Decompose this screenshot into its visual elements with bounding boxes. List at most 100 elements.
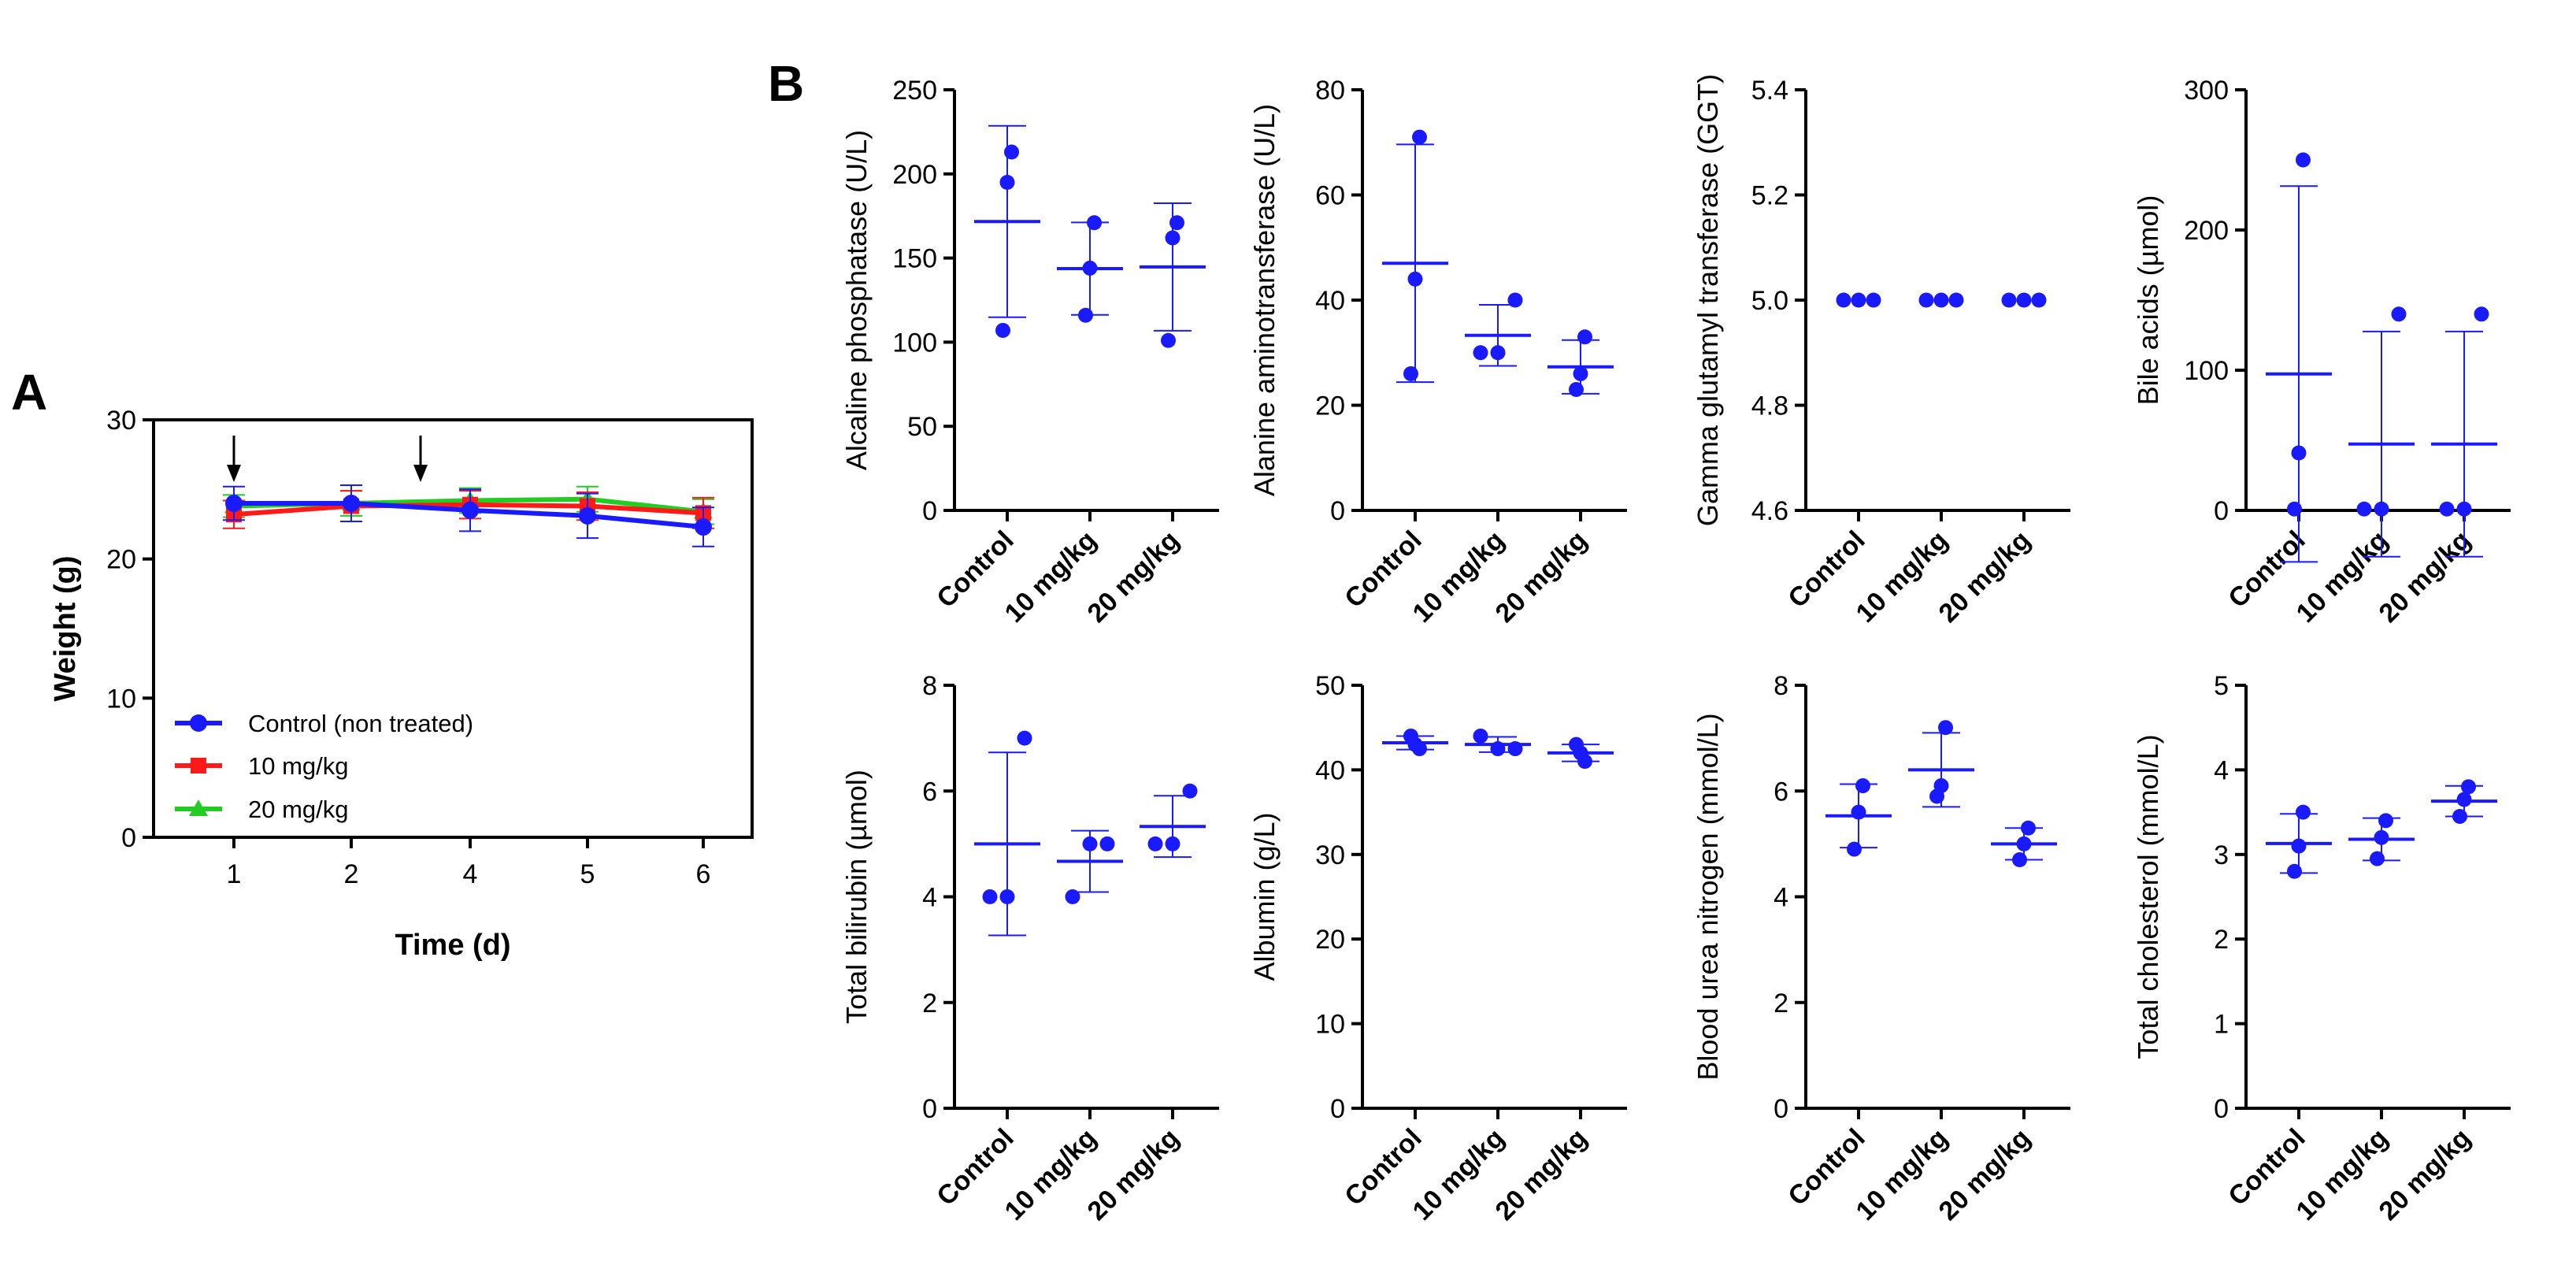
data-point bbox=[1412, 129, 1427, 145]
data-point bbox=[1507, 292, 1523, 308]
data-point bbox=[995, 322, 1010, 338]
category-label: 20 mg/kg bbox=[1933, 525, 2037, 629]
y-tick-label: 8 bbox=[922, 671, 937, 701]
y-tick-label: 0 bbox=[2214, 1094, 2229, 1124]
data-point bbox=[2374, 829, 2389, 845]
chart-alp: 0 50 100 150 200 250 Alcaline phosphatase (U/L… bbox=[840, 76, 1219, 629]
data-point bbox=[2296, 804, 2311, 820]
data-point bbox=[2012, 852, 2027, 868]
data-point bbox=[2356, 501, 2372, 517]
data-point bbox=[1004, 144, 1019, 160]
data-point bbox=[2456, 792, 2472, 807]
data-point bbox=[1573, 365, 1588, 381]
y-axis-label: Gamma glutamyl transferase (GGT) bbox=[1692, 74, 1724, 526]
data-point bbox=[1473, 728, 1488, 744]
category-label: 20 mg/kg bbox=[2374, 1123, 2477, 1226]
y-tick-label: 2 bbox=[1774, 989, 1788, 1018]
weight-plot-frame bbox=[152, 418, 754, 839]
data-point bbox=[2374, 501, 2389, 517]
weight-point bbox=[461, 501, 479, 519]
y-tick-label: 4 bbox=[1774, 883, 1788, 913]
data-point bbox=[1851, 292, 1866, 308]
y-axis-label: Alanine aminotransferase (U/L) bbox=[1248, 104, 1281, 496]
y-tick-label: 4 bbox=[922, 883, 937, 913]
y-tick-label: 6 bbox=[922, 777, 937, 807]
dosing-arrowhead-icon bbox=[413, 465, 428, 482]
legend-marker bbox=[190, 714, 207, 732]
y-tick-label: 2 bbox=[2214, 925, 2229, 955]
data-point bbox=[2021, 820, 2036, 836]
y-tick-label: 80 bbox=[1315, 76, 1345, 106]
legend-marker bbox=[191, 758, 206, 773]
category-label: 20 mg/kg bbox=[1933, 1123, 2037, 1226]
data-point bbox=[1403, 365, 1418, 381]
y-tick-label: 0 bbox=[1330, 1094, 1345, 1124]
data-point bbox=[1065, 889, 1080, 904]
y-axis-label: Bile acids (µmol) bbox=[2132, 195, 2164, 406]
y-tick-label: 3 bbox=[2214, 840, 2229, 870]
y-tick-label: 30 bbox=[1315, 840, 1345, 870]
y-tick-label: 150 bbox=[892, 244, 937, 274]
weight-point bbox=[695, 518, 712, 536]
panel-letter-a: A bbox=[11, 364, 47, 421]
y-axis-label: Total cholesterol (mmol/L) bbox=[2132, 734, 2164, 1059]
weight-point bbox=[343, 495, 360, 512]
data-point bbox=[2461, 779, 2476, 795]
weight-y-tick-label: 0 bbox=[121, 823, 136, 853]
data-point bbox=[2291, 838, 2307, 854]
y-tick-label: 4 bbox=[2214, 755, 2229, 785]
data-point bbox=[1017, 730, 1032, 746]
y-tick-label: 50 bbox=[907, 412, 937, 442]
legend-marker bbox=[189, 799, 208, 816]
y-tick-label: 100 bbox=[892, 328, 937, 358]
y-axis-label: Blood urea nitrogen (mmol/L) bbox=[1692, 713, 1724, 1080]
category-label: 20 mg/kg bbox=[1082, 525, 1185, 629]
y-tick-label: 6 bbox=[1774, 777, 1788, 807]
y-tick-label: 250 bbox=[892, 76, 937, 106]
y-tick-label: 20 bbox=[1315, 391, 1345, 421]
y-tick-label: 1 bbox=[2214, 1010, 2229, 1040]
data-point bbox=[1948, 292, 1964, 308]
data-point bbox=[1473, 345, 1488, 361]
data-point bbox=[2016, 292, 2032, 308]
data-point bbox=[1412, 741, 1427, 757]
data-point bbox=[2001, 292, 2017, 308]
data-point bbox=[2287, 501, 2302, 517]
data-point bbox=[1165, 230, 1181, 246]
category-label: 20 mg/kg bbox=[1490, 1123, 1593, 1226]
weight-x-tick-label: 4 bbox=[463, 859, 478, 889]
data-point bbox=[1577, 754, 1592, 770]
data-point bbox=[1169, 215, 1184, 231]
y-tick-label: 40 bbox=[1315, 755, 1345, 785]
y-tick-label: 0 bbox=[922, 1094, 937, 1124]
data-point bbox=[2370, 851, 2385, 866]
category-label: 20 mg/kg bbox=[1082, 1123, 1185, 1226]
weight-y-tick-label: 10 bbox=[106, 684, 136, 714]
data-point bbox=[1847, 841, 1862, 857]
y-tick-label: 200 bbox=[892, 160, 937, 190]
y-axis-label: Albumin (g/L) bbox=[1248, 812, 1281, 981]
data-point bbox=[1490, 345, 1506, 361]
y-tick-label: 2 bbox=[922, 989, 937, 1018]
legend-label: 10 mg/kg bbox=[248, 752, 349, 780]
weight-y-tick-label: 20 bbox=[106, 545, 136, 575]
data-point bbox=[1933, 778, 1949, 794]
data-point bbox=[1851, 804, 1866, 820]
data-point bbox=[1490, 741, 1506, 757]
data-point bbox=[2378, 813, 2393, 829]
data-point bbox=[1407, 271, 1423, 287]
data-point bbox=[2291, 445, 2307, 461]
weight-legend: Control (non treated) 10 mg/kg 20 mg/kg bbox=[175, 710, 473, 823]
weight-point bbox=[579, 506, 596, 525]
y-tick-label: 300 bbox=[2184, 76, 2229, 106]
weight-x-tick-label: 2 bbox=[344, 859, 359, 889]
weight-y-tick-label: 30 bbox=[106, 406, 136, 436]
data-point bbox=[2439, 501, 2455, 517]
legend-label: Control (non treated) bbox=[248, 710, 473, 737]
